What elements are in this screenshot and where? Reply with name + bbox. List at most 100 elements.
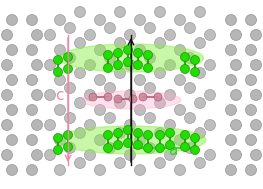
Circle shape — [104, 143, 113, 153]
Circle shape — [134, 129, 143, 138]
Circle shape — [154, 128, 165, 139]
Circle shape — [134, 140, 143, 149]
Circle shape — [104, 130, 113, 139]
Circle shape — [185, 83, 195, 94]
Circle shape — [245, 15, 256, 26]
Circle shape — [134, 105, 145, 115]
Circle shape — [44, 29, 55, 40]
Circle shape — [54, 74, 65, 85]
Circle shape — [185, 53, 195, 64]
Circle shape — [230, 149, 241, 160]
Circle shape — [74, 157, 85, 169]
Circle shape — [195, 98, 205, 108]
Circle shape — [225, 164, 236, 176]
Circle shape — [124, 57, 133, 67]
Circle shape — [2, 60, 13, 70]
Circle shape — [124, 149, 135, 160]
Circle shape — [190, 133, 200, 143]
Circle shape — [53, 56, 63, 64]
Circle shape — [164, 149, 175, 160]
Circle shape — [114, 49, 123, 57]
Ellipse shape — [81, 91, 181, 109]
Circle shape — [74, 6, 85, 18]
Circle shape — [205, 60, 215, 70]
Circle shape — [54, 135, 65, 146]
Circle shape — [144, 64, 153, 73]
Circle shape — [129, 95, 137, 103]
Circle shape — [114, 98, 125, 108]
Circle shape — [2, 119, 13, 130]
Circle shape — [124, 29, 135, 40]
Circle shape — [94, 105, 105, 115]
Circle shape — [144, 130, 153, 139]
Text: c: c — [55, 88, 63, 103]
Circle shape — [54, 15, 65, 26]
Circle shape — [195, 157, 205, 169]
Circle shape — [104, 83, 115, 94]
Circle shape — [64, 22, 75, 33]
Circle shape — [154, 37, 165, 49]
Circle shape — [144, 143, 155, 153]
Circle shape — [114, 6, 125, 18]
Circle shape — [165, 129, 174, 138]
Circle shape — [7, 135, 18, 146]
Circle shape — [144, 83, 155, 94]
Circle shape — [164, 119, 175, 130]
Circle shape — [104, 143, 115, 153]
Circle shape — [144, 143, 153, 153]
Circle shape — [32, 60, 43, 70]
Circle shape — [63, 143, 73, 152]
Circle shape — [104, 53, 115, 64]
Circle shape — [32, 90, 43, 101]
Circle shape — [27, 164, 38, 176]
Circle shape — [250, 90, 261, 101]
Circle shape — [180, 53, 190, 61]
Circle shape — [44, 119, 55, 130]
Circle shape — [230, 90, 241, 101]
Circle shape — [164, 60, 175, 70]
Circle shape — [74, 128, 85, 139]
Circle shape — [7, 105, 18, 115]
Circle shape — [139, 93, 147, 101]
Circle shape — [7, 15, 18, 26]
Circle shape — [89, 93, 97, 101]
Circle shape — [53, 67, 63, 77]
Circle shape — [114, 67, 125, 78]
Circle shape — [94, 164, 105, 176]
Circle shape — [84, 119, 95, 130]
Circle shape — [94, 135, 105, 146]
Circle shape — [134, 74, 145, 85]
Circle shape — [155, 130, 164, 139]
Circle shape — [190, 56, 200, 64]
Circle shape — [124, 139, 133, 147]
Circle shape — [124, 90, 135, 101]
Circle shape — [250, 29, 261, 40]
Circle shape — [154, 98, 165, 108]
Circle shape — [27, 105, 38, 115]
Circle shape — [64, 112, 75, 123]
Circle shape — [74, 37, 85, 49]
Circle shape — [154, 93, 162, 101]
Circle shape — [134, 49, 143, 57]
Circle shape — [104, 93, 112, 101]
Circle shape — [154, 67, 165, 78]
Circle shape — [7, 44, 18, 56]
Circle shape — [250, 60, 261, 70]
Circle shape — [225, 74, 236, 85]
Circle shape — [7, 74, 18, 85]
Circle shape — [245, 105, 256, 115]
Circle shape — [84, 29, 95, 40]
Circle shape — [185, 143, 195, 153]
Circle shape — [230, 60, 241, 70]
Circle shape — [44, 90, 55, 101]
Circle shape — [134, 15, 145, 26]
Circle shape — [195, 67, 205, 78]
Circle shape — [195, 37, 205, 49]
Circle shape — [245, 135, 256, 146]
Circle shape — [174, 15, 185, 26]
Circle shape — [195, 128, 205, 139]
Circle shape — [174, 74, 185, 85]
Circle shape — [54, 44, 65, 56]
Circle shape — [190, 67, 200, 77]
Circle shape — [174, 164, 185, 176]
